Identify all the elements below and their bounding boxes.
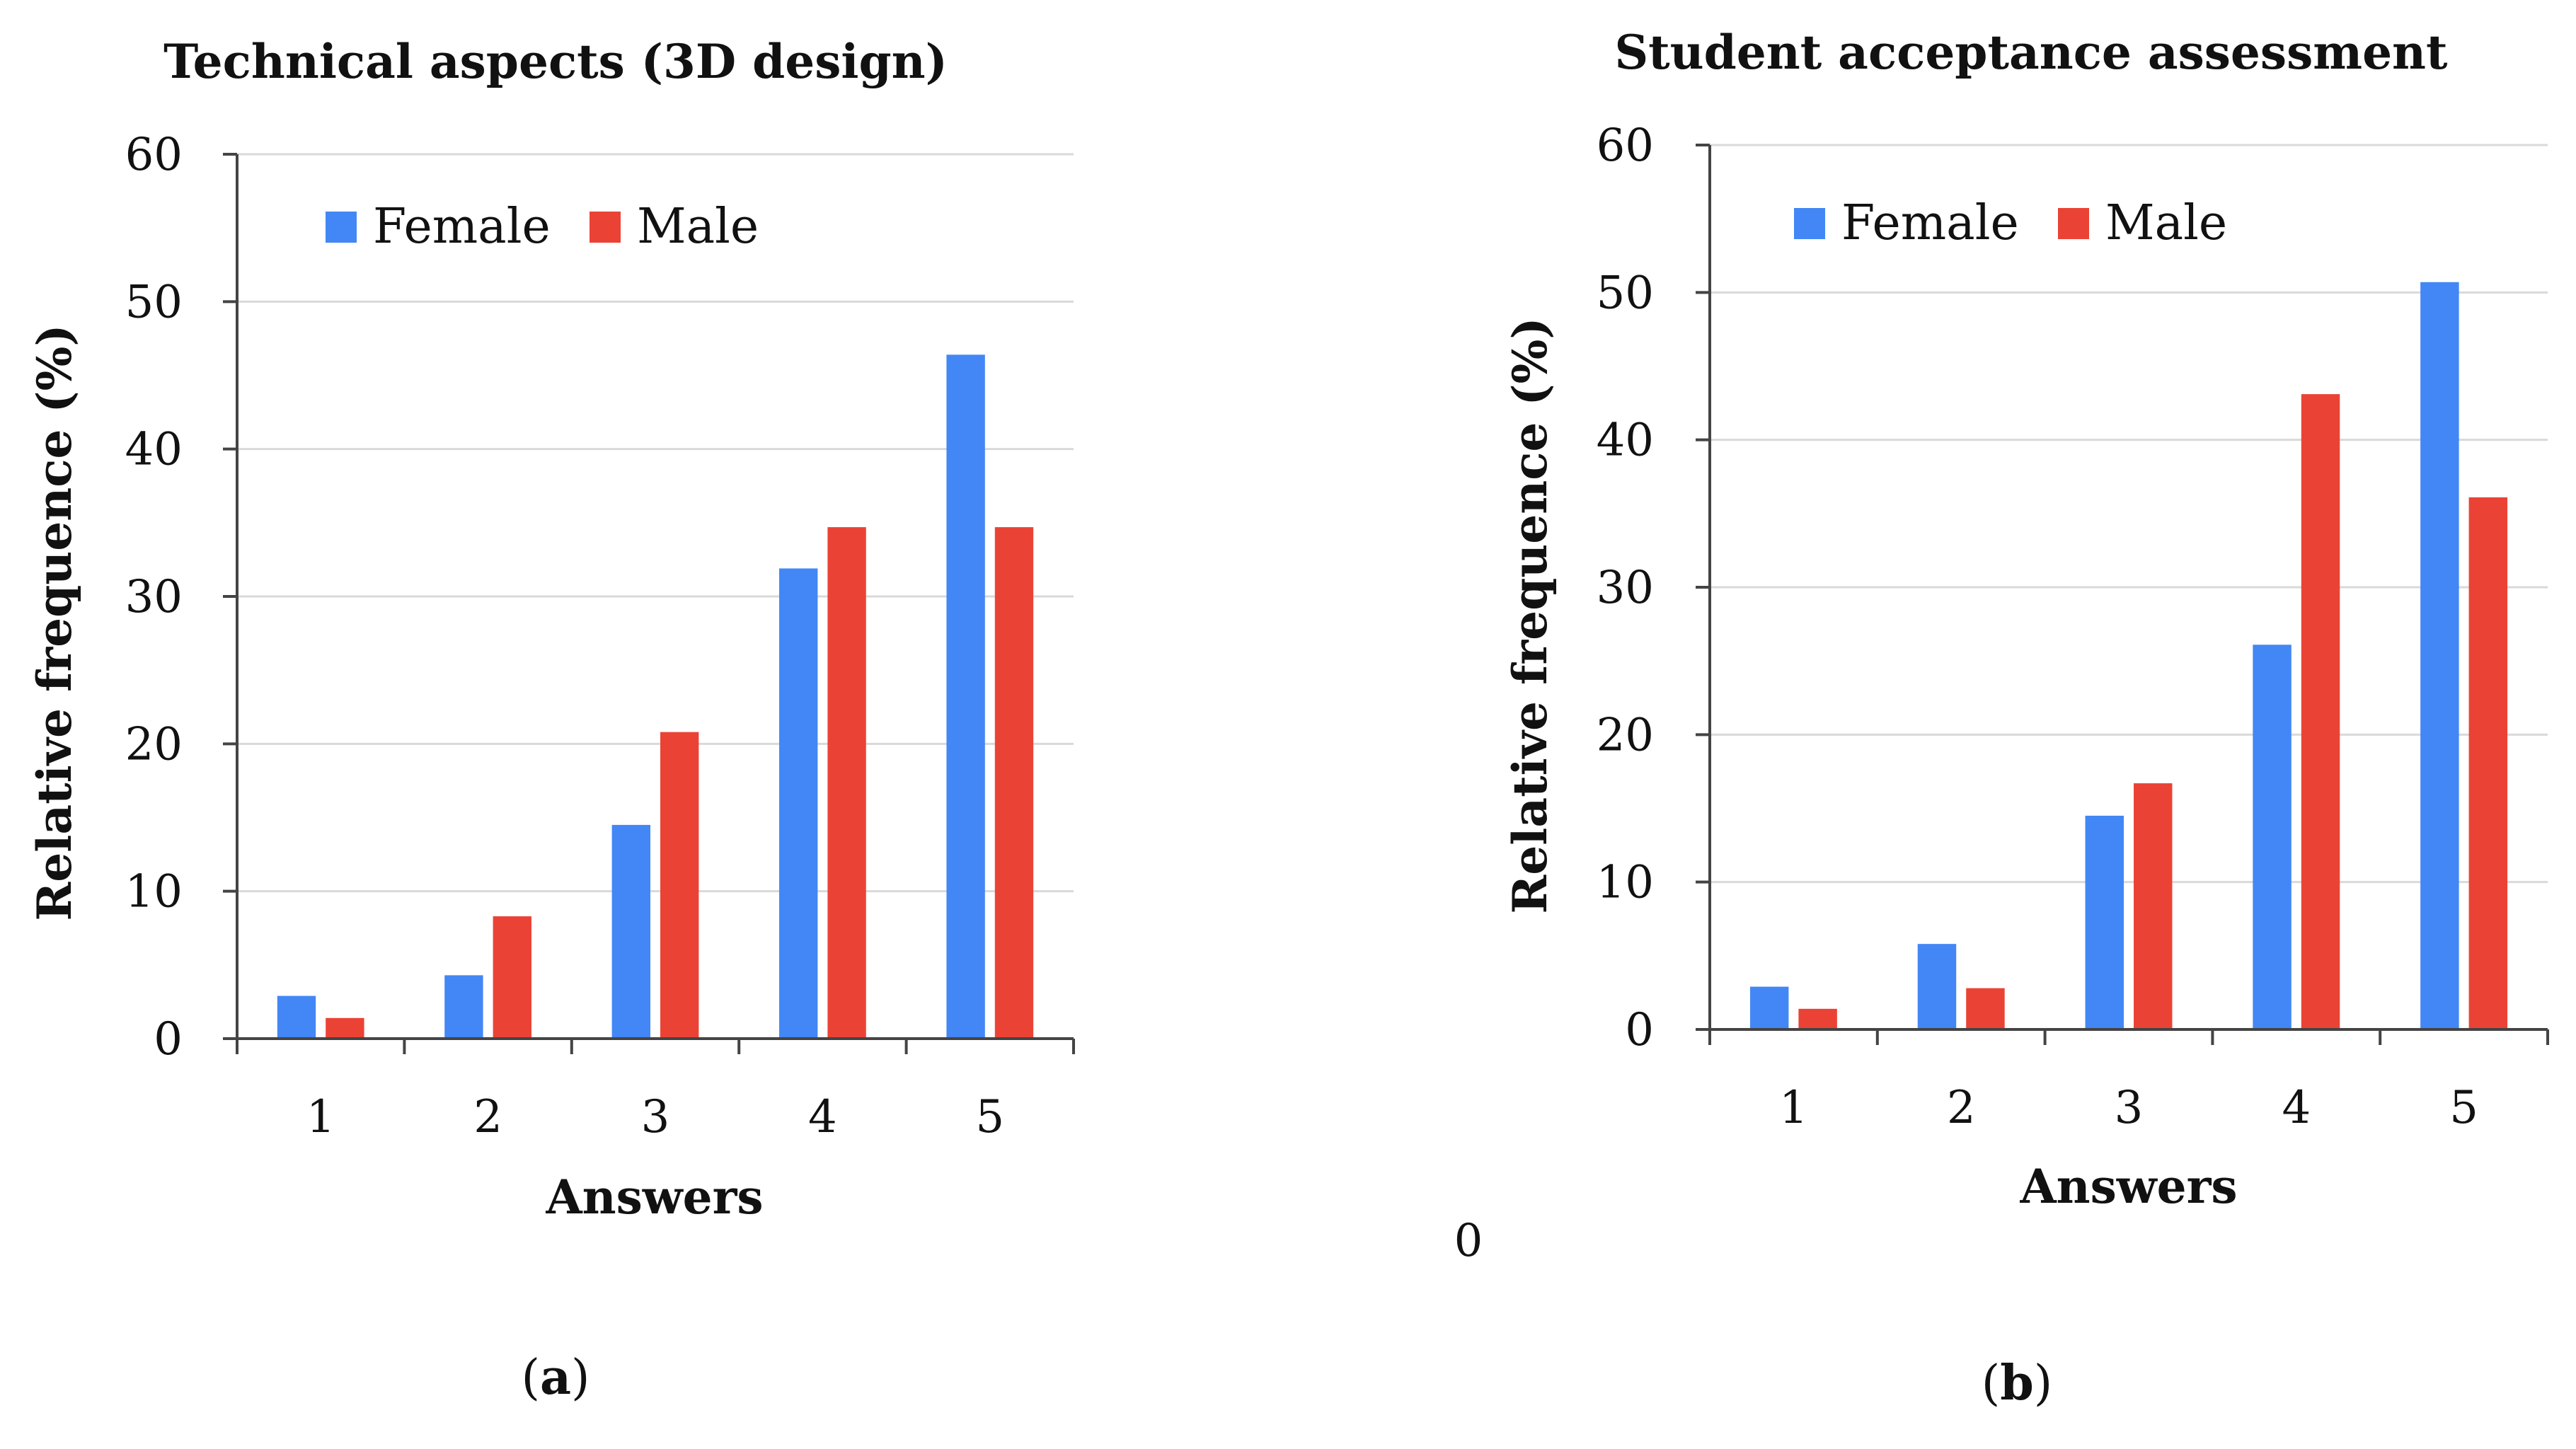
x-tick-label: 1 (306, 1091, 335, 1143)
bar-male-3 (2134, 783, 2173, 1029)
y-tick-label: 50 (1597, 267, 1654, 319)
x-tick-label: 2 (1947, 1082, 1976, 1134)
legend-swatch-female-b (1794, 208, 1825, 239)
bar-female-1 (277, 995, 316, 1039)
y-tick-label: 20 (125, 718, 183, 770)
panel-label-a-open: ( (521, 1350, 540, 1406)
bar-female-4 (779, 568, 818, 1039)
bar-male-3 (660, 732, 699, 1039)
legend-label-male-a: Male (637, 199, 759, 255)
x-tick-labels-b: 1 2 3 4 5 (1779, 1082, 2478, 1134)
y-tick-label: 20 (1597, 709, 1654, 761)
x-tick-labels-a: 1 2 3 4 5 (306, 1091, 1004, 1143)
bar-female-1 (1749, 986, 1789, 1029)
x-axis-label-a: Answers (545, 1170, 763, 1225)
x-tick-label: 1 (1779, 1082, 1808, 1134)
panel-label-b-letter: b (2000, 1355, 2034, 1412)
bar-female-2 (1917, 944, 1957, 1029)
panel-label-b-close: ) (2034, 1356, 2053, 1412)
x-tick-label: 2 (473, 1091, 502, 1143)
y-tick-label: 0 (1625, 1004, 1654, 1056)
bar-male-1 (326, 1017, 364, 1039)
y-tick-label: 50 (125, 276, 183, 328)
bar-male-1 (1798, 1008, 1837, 1029)
x-tick-label: 5 (975, 1091, 1004, 1143)
panel-label-a-close: ) (571, 1350, 590, 1406)
x-tick-label: 3 (641, 1091, 670, 1143)
bar-male-5 (994, 527, 1034, 1039)
legend-label-male-b: Male (2105, 195, 2227, 251)
bar-male-2 (493, 916, 531, 1039)
y-tick-label: 10 (1597, 857, 1654, 909)
panel-label-b-open: ( (1982, 1356, 2001, 1412)
chart-title-a: Technical aspects (3D design) (163, 34, 948, 89)
axes-b (1696, 144, 2549, 1045)
legend-swatch-female-a (326, 212, 357, 243)
bars-a (277, 354, 1034, 1039)
chart-title-b: Student acceptance assessment (1614, 25, 2448, 80)
x-axis-label-b: Answers (2019, 1159, 2237, 1214)
legend-label-female-b: Female (1841, 195, 2019, 251)
legend-swatch-male-b (2058, 208, 2089, 239)
panel-label-b: (b) (1982, 1355, 2053, 1412)
bar-female-4 (2253, 645, 2292, 1029)
y-tick-label: 60 (1597, 120, 1654, 172)
chart-panel-a: Technical aspects (3D design) Relative f… (27, 34, 1075, 1406)
y-tick-label: 40 (125, 424, 183, 476)
y-axis-label-a: Relative frequence (%) (27, 324, 82, 920)
x-tick-label: 3 (2115, 1082, 2144, 1134)
bar-male-5 (2468, 497, 2508, 1029)
legend-label-female-a: Female (373, 199, 551, 255)
y-tick-label: 0 (154, 1013, 183, 1066)
y-tick-label: 10 (125, 866, 183, 918)
bar-female-3 (2085, 815, 2124, 1029)
bars-b (1749, 282, 2508, 1029)
x-tick-label: 4 (2282, 1082, 2311, 1134)
panel-label-a-letter: a (540, 1349, 571, 1406)
chart-panel-b: Student acceptance assessment Relative f… (1502, 25, 2549, 1412)
y-tick-label: 30 (125, 571, 183, 623)
stray-zero-label: 0 (1454, 1215, 1483, 1267)
gridlines-b (1710, 144, 2548, 884)
bar-female-5 (2420, 282, 2459, 1029)
x-tick-label: 5 (2449, 1082, 2478, 1134)
bar-female-2 (444, 975, 483, 1039)
axes-a (223, 153, 1075, 1054)
y-axis-label-b: Relative frequence (%) (1502, 317, 1558, 913)
y-tick-label: 30 (1597, 562, 1654, 614)
y-tick-label: 40 (1597, 415, 1654, 467)
legend-swatch-male-a (590, 212, 621, 243)
y-tick-labels-b: 0 10 20 30 40 50 60 (1597, 120, 1654, 1056)
bar-male-4 (2301, 394, 2340, 1029)
bar-male-2 (1966, 988, 2005, 1029)
gridlines-a (237, 153, 1074, 893)
y-tick-label: 60 (125, 129, 183, 181)
bar-male-4 (827, 527, 866, 1039)
y-tick-labels-a: 0 10 20 30 40 50 60 (125, 129, 183, 1066)
x-tick-label: 4 (808, 1091, 837, 1143)
legend-a: Female Male (326, 199, 759, 255)
panel-label-a: (a) (521, 1349, 590, 1406)
bar-female-3 (611, 824, 650, 1039)
bar-female-5 (946, 354, 985, 1039)
legend-b: Female Male (1794, 195, 2227, 251)
